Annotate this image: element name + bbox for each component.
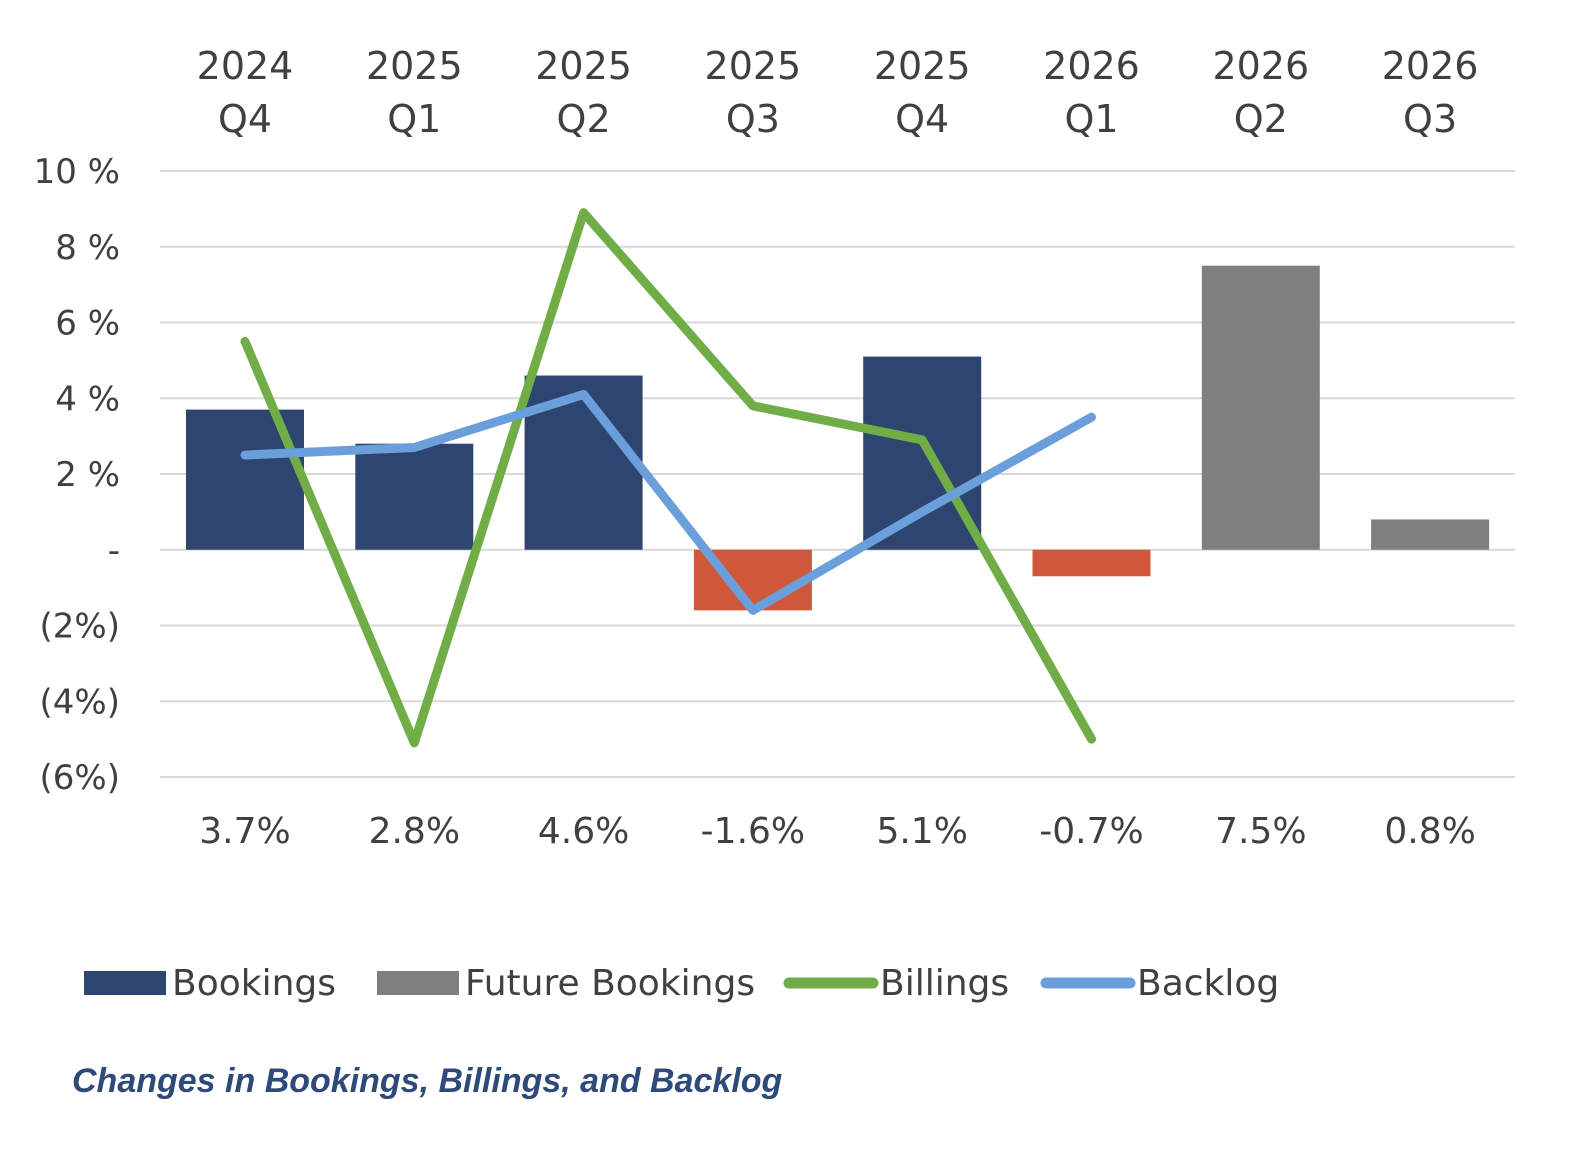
- category-label-quarter: Q1: [1064, 97, 1118, 141]
- bar-bookings: [1032, 549, 1151, 577]
- category-label-quarter: Q3: [1403, 97, 1457, 141]
- bar-future-bookings: [1201, 265, 1320, 550]
- category-label-year: 2026: [1212, 44, 1309, 88]
- y-tick-label: 8 %: [55, 228, 120, 268]
- data-label: 0.8%: [1384, 811, 1475, 852]
- legend-item-backlog: Backlog: [1040, 963, 1279, 1004]
- data-label: 7.5%: [1215, 811, 1306, 852]
- y-tick-label: (4%): [40, 682, 120, 722]
- category-label-quarter: Q3: [726, 97, 780, 141]
- category-label-year: 2025: [366, 44, 463, 88]
- category-label-year: 2026: [1382, 44, 1479, 88]
- y-tick-label: -: [108, 531, 120, 571]
- category-labels: 2024 Q4 2025 Q1 2025 Q2 2025 Q3 2025 Q4 2026 Q1 2026…: [197, 44, 1479, 141]
- y-tick-label: 4 %: [55, 379, 120, 419]
- category-label-quarter: Q2: [557, 97, 611, 141]
- y-tick-label: 2 %: [55, 455, 120, 495]
- data-label: 3.7%: [199, 811, 290, 852]
- data-label: -1.6%: [701, 811, 805, 852]
- y-tick-label: 6 %: [55, 304, 120, 344]
- legend-label-future-bookings: Future Bookings: [465, 963, 755, 1004]
- legend-swatch-bookings: [84, 971, 166, 995]
- category-label-quarter: Q4: [895, 97, 949, 141]
- line-backlog: [240, 389, 1096, 615]
- legend-label-billings: Billings: [880, 963, 1009, 1004]
- y-tick-label: (2%): [40, 607, 120, 647]
- data-labels: 3.7% 2.8% 4.6% -1.6% 5.1% -0.7% 7.5% 0.8%: [199, 811, 1476, 852]
- data-label: 2.8%: [369, 811, 460, 852]
- data-label: -0.7%: [1039, 811, 1143, 852]
- legend-swatch-future-bookings: [377, 971, 459, 995]
- y-axis-tick-labels: 10 % 8 % 6 % 4 % 2 % - (2%) (4%) (6%): [34, 152, 120, 798]
- data-label: 4.6%: [538, 811, 629, 852]
- category-label-year: 2024: [197, 44, 294, 88]
- category-label-year: 2026: [1043, 44, 1140, 88]
- y-tick-label: (6%): [40, 758, 120, 798]
- legend-item-future-bookings: Future Bookings: [377, 963, 755, 1004]
- category-label-year: 2025: [705, 44, 802, 88]
- legend-label-bookings: Bookings: [172, 963, 336, 1004]
- bar-future-bookings: [1371, 519, 1490, 550]
- category-label-quarter: Q2: [1234, 97, 1288, 141]
- series-lines: [240, 208, 1096, 748]
- legend-item-bookings: Bookings: [84, 963, 336, 1004]
- bar-bookings: [355, 443, 474, 550]
- legend-label-backlog: Backlog: [1137, 963, 1279, 1004]
- data-label: 5.1%: [876, 811, 967, 852]
- category-label-year: 2025: [874, 44, 971, 88]
- chart-caption: Changes in Bookings, Billings, and Backl…: [72, 1062, 783, 1100]
- category-label-year: 2025: [535, 44, 632, 88]
- category-label-quarter: Q4: [218, 97, 272, 141]
- legend: Bookings Future Bookings Billings Backlo…: [84, 963, 1279, 1004]
- legend-item-billings: Billings: [783, 963, 1009, 1004]
- y-tick-label: 10 %: [34, 152, 120, 192]
- line-billings: [240, 208, 1096, 748]
- category-label-quarter: Q1: [387, 97, 441, 141]
